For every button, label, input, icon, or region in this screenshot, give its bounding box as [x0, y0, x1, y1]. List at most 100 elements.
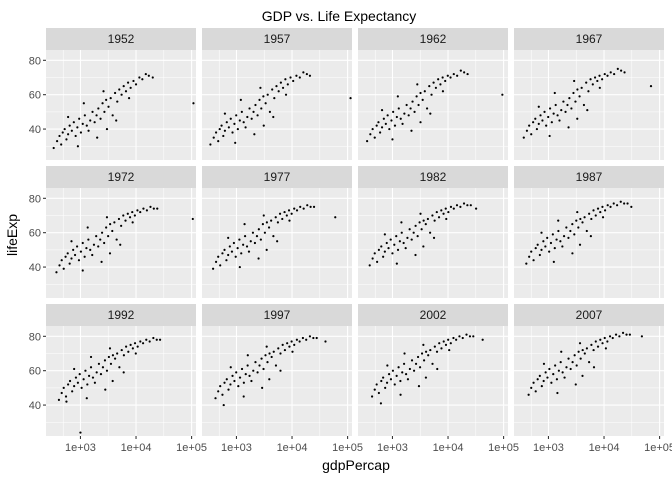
data-point — [444, 207, 447, 210]
data-point — [587, 90, 590, 93]
data-point — [386, 114, 389, 117]
data-point — [64, 255, 67, 258]
data-point — [377, 121, 380, 124]
data-point — [247, 250, 251, 253]
data-point — [253, 133, 256, 136]
data-point — [625, 333, 628, 336]
facet-label: 1952 — [108, 32, 135, 46]
data-point — [614, 333, 618, 336]
data-point — [95, 371, 98, 374]
data-point — [598, 74, 601, 77]
data-point — [452, 336, 455, 340]
data-point — [308, 74, 312, 77]
data-point — [252, 369, 255, 372]
data-point — [244, 373, 247, 376]
data-point — [444, 79, 447, 83]
facet-label: 2007 — [576, 308, 603, 322]
data-point — [120, 93, 123, 96]
data-point — [442, 212, 445, 215]
data-point — [214, 260, 218, 264]
data-point — [67, 133, 70, 136]
data-point — [74, 376, 78, 379]
data-point — [95, 235, 98, 238]
data-point — [542, 240, 545, 243]
data-point — [603, 72, 606, 76]
data-point — [223, 248, 226, 251]
data-point — [557, 229, 560, 233]
data-point — [256, 371, 259, 374]
data-point — [544, 245, 547, 248]
data-point — [441, 76, 444, 79]
data-point — [550, 381, 553, 384]
data-point — [416, 355, 420, 359]
data-point — [469, 204, 472, 207]
facet-label: 1957 — [264, 32, 291, 46]
data-point — [273, 97, 276, 100]
data-point — [541, 119, 544, 122]
data-point — [315, 336, 318, 340]
data-point — [275, 84, 278, 88]
data-point — [64, 395, 68, 398]
data-point — [422, 245, 425, 248]
data-point — [295, 338, 299, 341]
data-point — [76, 145, 80, 148]
data-point — [556, 391, 559, 395]
data-point — [628, 333, 631, 336]
data-point — [111, 229, 114, 233]
data-point — [455, 204, 459, 207]
panel-background — [358, 188, 508, 298]
data-point — [264, 102, 267, 105]
data-point — [107, 235, 110, 238]
data-point — [111, 354, 115, 357]
data-point — [147, 74, 150, 77]
data-point — [389, 238, 392, 241]
data-point — [102, 90, 105, 93]
y-axis-title: lifeExp — [4, 214, 20, 256]
data-point — [609, 205, 612, 209]
data-point — [229, 383, 232, 386]
data-point — [569, 367, 572, 371]
data-point — [276, 221, 279, 224]
data-point — [120, 224, 123, 227]
data-point — [279, 352, 282, 355]
data-point — [399, 379, 402, 383]
data-point — [539, 114, 542, 117]
data-point — [537, 122, 540, 126]
data-point — [262, 95, 265, 98]
data-point — [240, 252, 243, 255]
data-point — [293, 343, 296, 347]
data-point — [402, 362, 406, 365]
data-point — [109, 222, 112, 226]
data-point — [606, 204, 609, 207]
data-point — [65, 138, 68, 141]
data-point — [263, 231, 266, 234]
data-point — [227, 126, 230, 129]
data-point — [441, 90, 445, 93]
data-point — [312, 336, 315, 340]
data-point — [578, 342, 582, 345]
facet-strip — [46, 304, 196, 326]
data-point — [540, 385, 543, 388]
x-tick-label: 1e+04 — [121, 442, 152, 454]
data-point — [74, 134, 77, 138]
data-point — [93, 381, 96, 384]
data-point — [402, 241, 405, 245]
data-point — [606, 74, 609, 77]
data-point — [334, 216, 337, 219]
facet-label: 1967 — [576, 32, 603, 46]
data-point — [384, 386, 387, 389]
data-point — [375, 124, 378, 127]
data-point — [141, 342, 145, 345]
data-point — [536, 378, 539, 381]
panel-background — [202, 188, 352, 298]
data-point — [567, 126, 570, 129]
data-point — [382, 255, 385, 258]
facet-strip — [358, 28, 508, 50]
data-point — [456, 74, 459, 77]
data-point — [291, 350, 294, 353]
data-point — [555, 238, 558, 241]
y-tick-label: 80 — [29, 55, 41, 67]
data-point — [522, 136, 525, 139]
data-point — [403, 352, 406, 355]
data-point — [432, 236, 436, 239]
